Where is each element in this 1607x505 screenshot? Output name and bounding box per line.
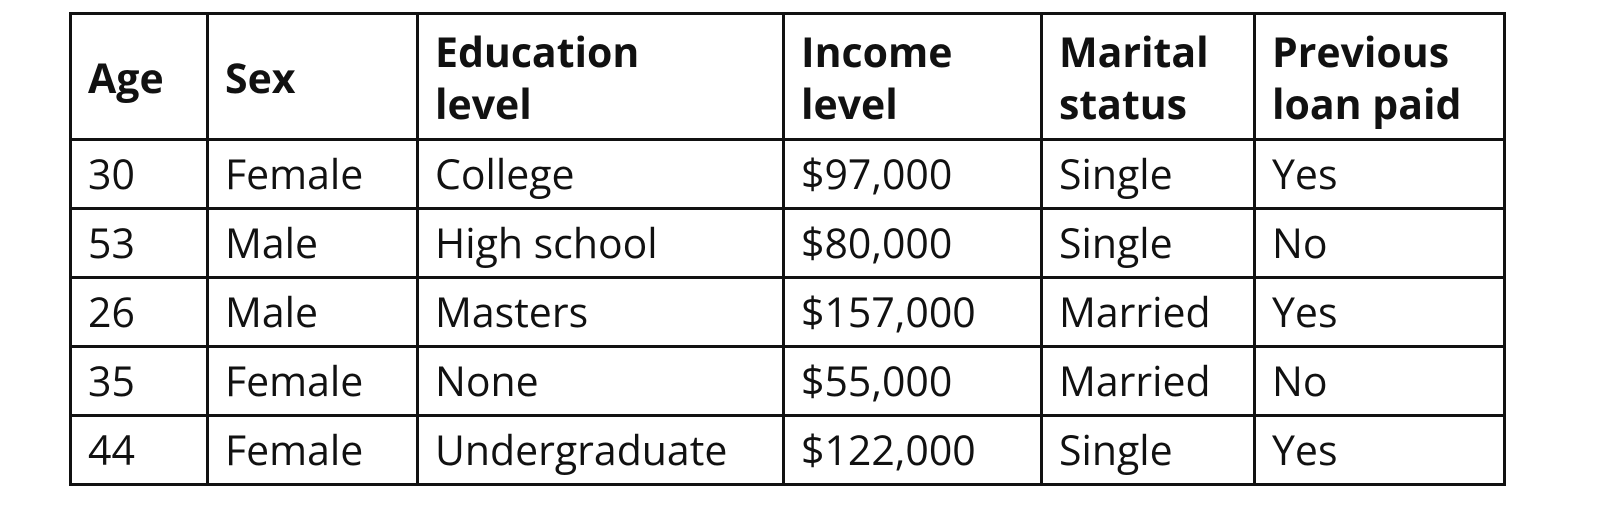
cell-income: $97,000 <box>782 138 1043 210</box>
cell-previous-loan-paid: No <box>1253 207 1506 279</box>
table-header: Age Sex Education level Income level Mar… <box>69 12 1506 141</box>
cell-marital-status: Single <box>1040 138 1256 210</box>
data-table: Age Sex Education level Income level Mar… <box>69 12 1506 486</box>
header-income-line2: level <box>801 75 898 132</box>
cell-education: College <box>416 138 785 210</box>
cell-income: $80,000 <box>782 207 1043 279</box>
header-sex: Sex <box>206 12 419 141</box>
cell-marital-status: Single <box>1040 414 1256 486</box>
header-education-line2: level <box>435 75 532 132</box>
header-loan-line2: loan paid <box>1272 75 1462 132</box>
header-income-line1: Income <box>801 23 953 80</box>
header-marital-line1: Marital <box>1059 23 1209 80</box>
cell-previous-loan-paid: Yes <box>1253 276 1506 348</box>
cell-income: $55,000 <box>782 345 1043 417</box>
table-body: 30 Female College $97,000 Single Yes 53 … <box>69 138 1506 486</box>
table-row: 26 Male Masters $157,000 Married Yes <box>69 276 1506 348</box>
header-marital-status: Marital status <box>1040 12 1256 141</box>
cell-age: 30 <box>69 138 209 210</box>
table-row: 44 Female Undergraduate $122,000 Single … <box>69 414 1506 486</box>
header-education-level: Education level <box>416 12 785 141</box>
cell-income: $157,000 <box>782 276 1043 348</box>
cell-education: Undergraduate <box>416 414 785 486</box>
header-marital-line2: status <box>1059 75 1188 132</box>
cell-previous-loan-paid: Yes <box>1253 414 1506 486</box>
cell-previous-loan-paid: Yes <box>1253 138 1506 210</box>
cell-previous-loan-paid: No <box>1253 345 1506 417</box>
cell-marital-status: Married <box>1040 345 1256 417</box>
cell-age: 35 <box>69 345 209 417</box>
header-loan-line1: Previous <box>1272 23 1450 80</box>
table-row: 35 Female None $55,000 Married No <box>69 345 1506 417</box>
header-age-text: Age <box>88 49 164 106</box>
cell-sex: Male <box>206 207 419 279</box>
header-education-line1: Education <box>435 23 640 80</box>
cell-education: None <box>416 345 785 417</box>
cell-age: 26 <box>69 276 209 348</box>
cell-sex: Female <box>206 345 419 417</box>
cell-sex: Male <box>206 276 419 348</box>
cell-education: High school <box>416 207 785 279</box>
header-income-level: Income level <box>782 12 1043 141</box>
cell-education: Masters <box>416 276 785 348</box>
cell-age: 44 <box>69 414 209 486</box>
cell-sex: Female <box>206 138 419 210</box>
cell-sex: Female <box>206 414 419 486</box>
cell-age: 53 <box>69 207 209 279</box>
header-sex-text: Sex <box>225 49 296 106</box>
header-row: Age Sex Education level Income level Mar… <box>69 12 1506 141</box>
cell-income: $122,000 <box>782 414 1043 486</box>
header-age: Age <box>69 12 209 141</box>
table-row: 30 Female College $97,000 Single Yes <box>69 138 1506 210</box>
table-row: 53 Male High school $80,000 Single No <box>69 207 1506 279</box>
cell-marital-status: Single <box>1040 207 1256 279</box>
cell-marital-status: Married <box>1040 276 1256 348</box>
header-previous-loan-paid: Previous loan paid <box>1253 12 1506 141</box>
